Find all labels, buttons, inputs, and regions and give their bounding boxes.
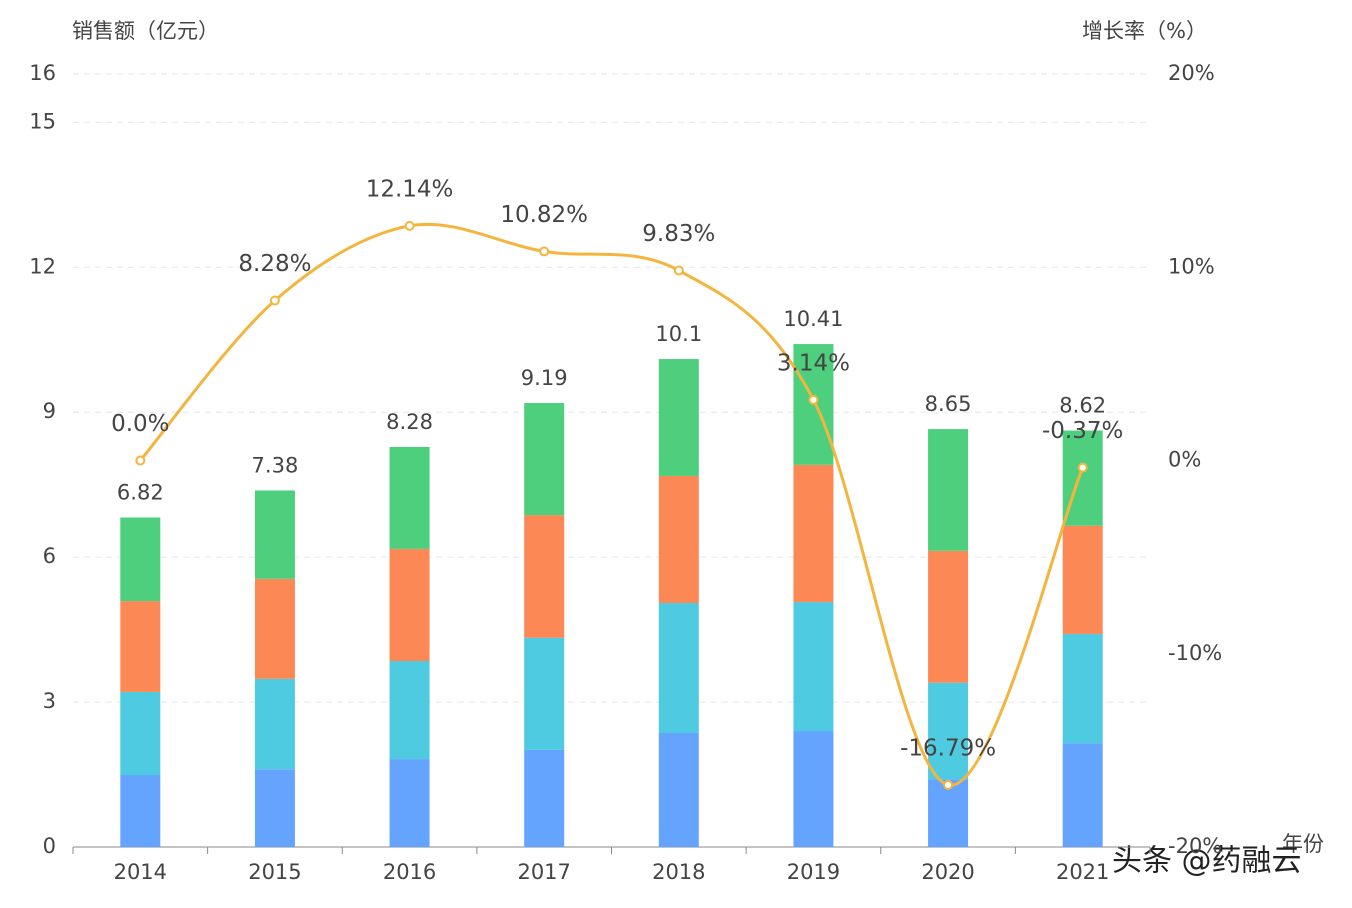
growth-point xyxy=(269,295,280,306)
bar-segment xyxy=(524,749,565,847)
total-label: 9.19 xyxy=(521,366,568,390)
bar-segment xyxy=(254,490,295,579)
y-tick-label: 9 xyxy=(43,399,56,423)
growth-point xyxy=(1077,462,1088,473)
total-label: 10.41 xyxy=(783,307,843,331)
bar-segment xyxy=(1062,633,1103,744)
y-axis-title: 销售额（亿元） xyxy=(72,19,219,43)
growth-point xyxy=(808,394,819,405)
bar-segment xyxy=(1062,525,1103,634)
bar-segment xyxy=(120,775,161,847)
bar-segment xyxy=(524,637,565,750)
growth-label: 3.14% xyxy=(777,350,850,376)
bar-segment xyxy=(120,691,161,776)
bar-segment xyxy=(928,550,969,683)
bar-segment xyxy=(254,678,295,770)
bar-segment xyxy=(389,548,430,661)
bar-segment xyxy=(658,732,699,847)
growth-label: 9.83% xyxy=(642,221,715,247)
bar-segment xyxy=(524,515,565,638)
x-tick-label: 2014 xyxy=(114,860,167,884)
y-tick-label: 3 xyxy=(43,689,56,713)
bar-segment xyxy=(389,660,430,760)
total-label: 10.1 xyxy=(655,322,702,346)
growth-label: 0.0% xyxy=(111,411,169,437)
x-tick-label: 2015 xyxy=(248,860,301,884)
growth-label: 12.14% xyxy=(366,176,454,202)
y2-tick-label: 10% xyxy=(1168,254,1215,278)
bar-segment xyxy=(928,682,969,780)
y-tick-label: 12 xyxy=(29,254,56,278)
watermark: 头条 @药融云 xyxy=(1112,844,1302,879)
y2-axis-title: 增长率（%） xyxy=(1082,19,1207,43)
growth-point xyxy=(673,265,684,276)
growth-point xyxy=(539,246,550,257)
bar-segment xyxy=(793,464,834,603)
growth-label: 10.82% xyxy=(500,202,588,228)
bar-segment xyxy=(254,769,295,847)
total-label: 7.38 xyxy=(252,453,299,477)
total-label: 8.28 xyxy=(386,410,433,434)
y2-tick-label: 0% xyxy=(1168,448,1201,472)
bar-segment xyxy=(928,429,969,551)
y-tick-label: 15 xyxy=(29,109,56,133)
x-tick-label: 2018 xyxy=(652,860,705,884)
x-tick-label: 2019 xyxy=(787,860,840,884)
total-label: 6.82 xyxy=(117,481,164,505)
y2-tick-label: -20% xyxy=(1168,834,1222,858)
bar-segment xyxy=(524,403,565,516)
growth-label: 8.28% xyxy=(238,251,311,277)
y-tick-label: 0 xyxy=(43,834,56,858)
y2-tick-label: 20% xyxy=(1168,61,1215,85)
growth-point xyxy=(943,779,954,790)
x-axis-title: 年份 xyxy=(1282,832,1324,856)
y-tick-label: 16 xyxy=(29,61,56,85)
x-tick-label: 2021 xyxy=(1056,860,1109,884)
y2-tick-label: -10% xyxy=(1168,641,1222,665)
bar-segment xyxy=(254,578,295,679)
bar-segment xyxy=(793,602,834,732)
total-label: 8.62 xyxy=(1059,394,1106,418)
x-tick-label: 2017 xyxy=(517,860,570,884)
x-tick-label: 2020 xyxy=(921,860,974,884)
bar-segment xyxy=(1062,743,1103,847)
growth-point xyxy=(404,220,415,231)
total-label: 8.65 xyxy=(925,392,972,416)
bar-segment xyxy=(120,601,161,692)
bar-segment xyxy=(389,446,430,549)
bar-segment xyxy=(928,779,969,847)
bar-segment xyxy=(658,475,699,604)
x-tick-label: 2016 xyxy=(383,860,436,884)
bar-segment xyxy=(658,359,699,476)
growth-point xyxy=(135,455,146,466)
growth-label: -16.79% xyxy=(900,735,996,761)
bar-segment xyxy=(658,603,699,733)
bar-segment xyxy=(793,731,834,847)
y-tick-label: 6 xyxy=(43,544,56,568)
bar-segment xyxy=(120,517,161,602)
bar-segment xyxy=(389,759,430,847)
growth-label: -0.37% xyxy=(1042,418,1123,444)
